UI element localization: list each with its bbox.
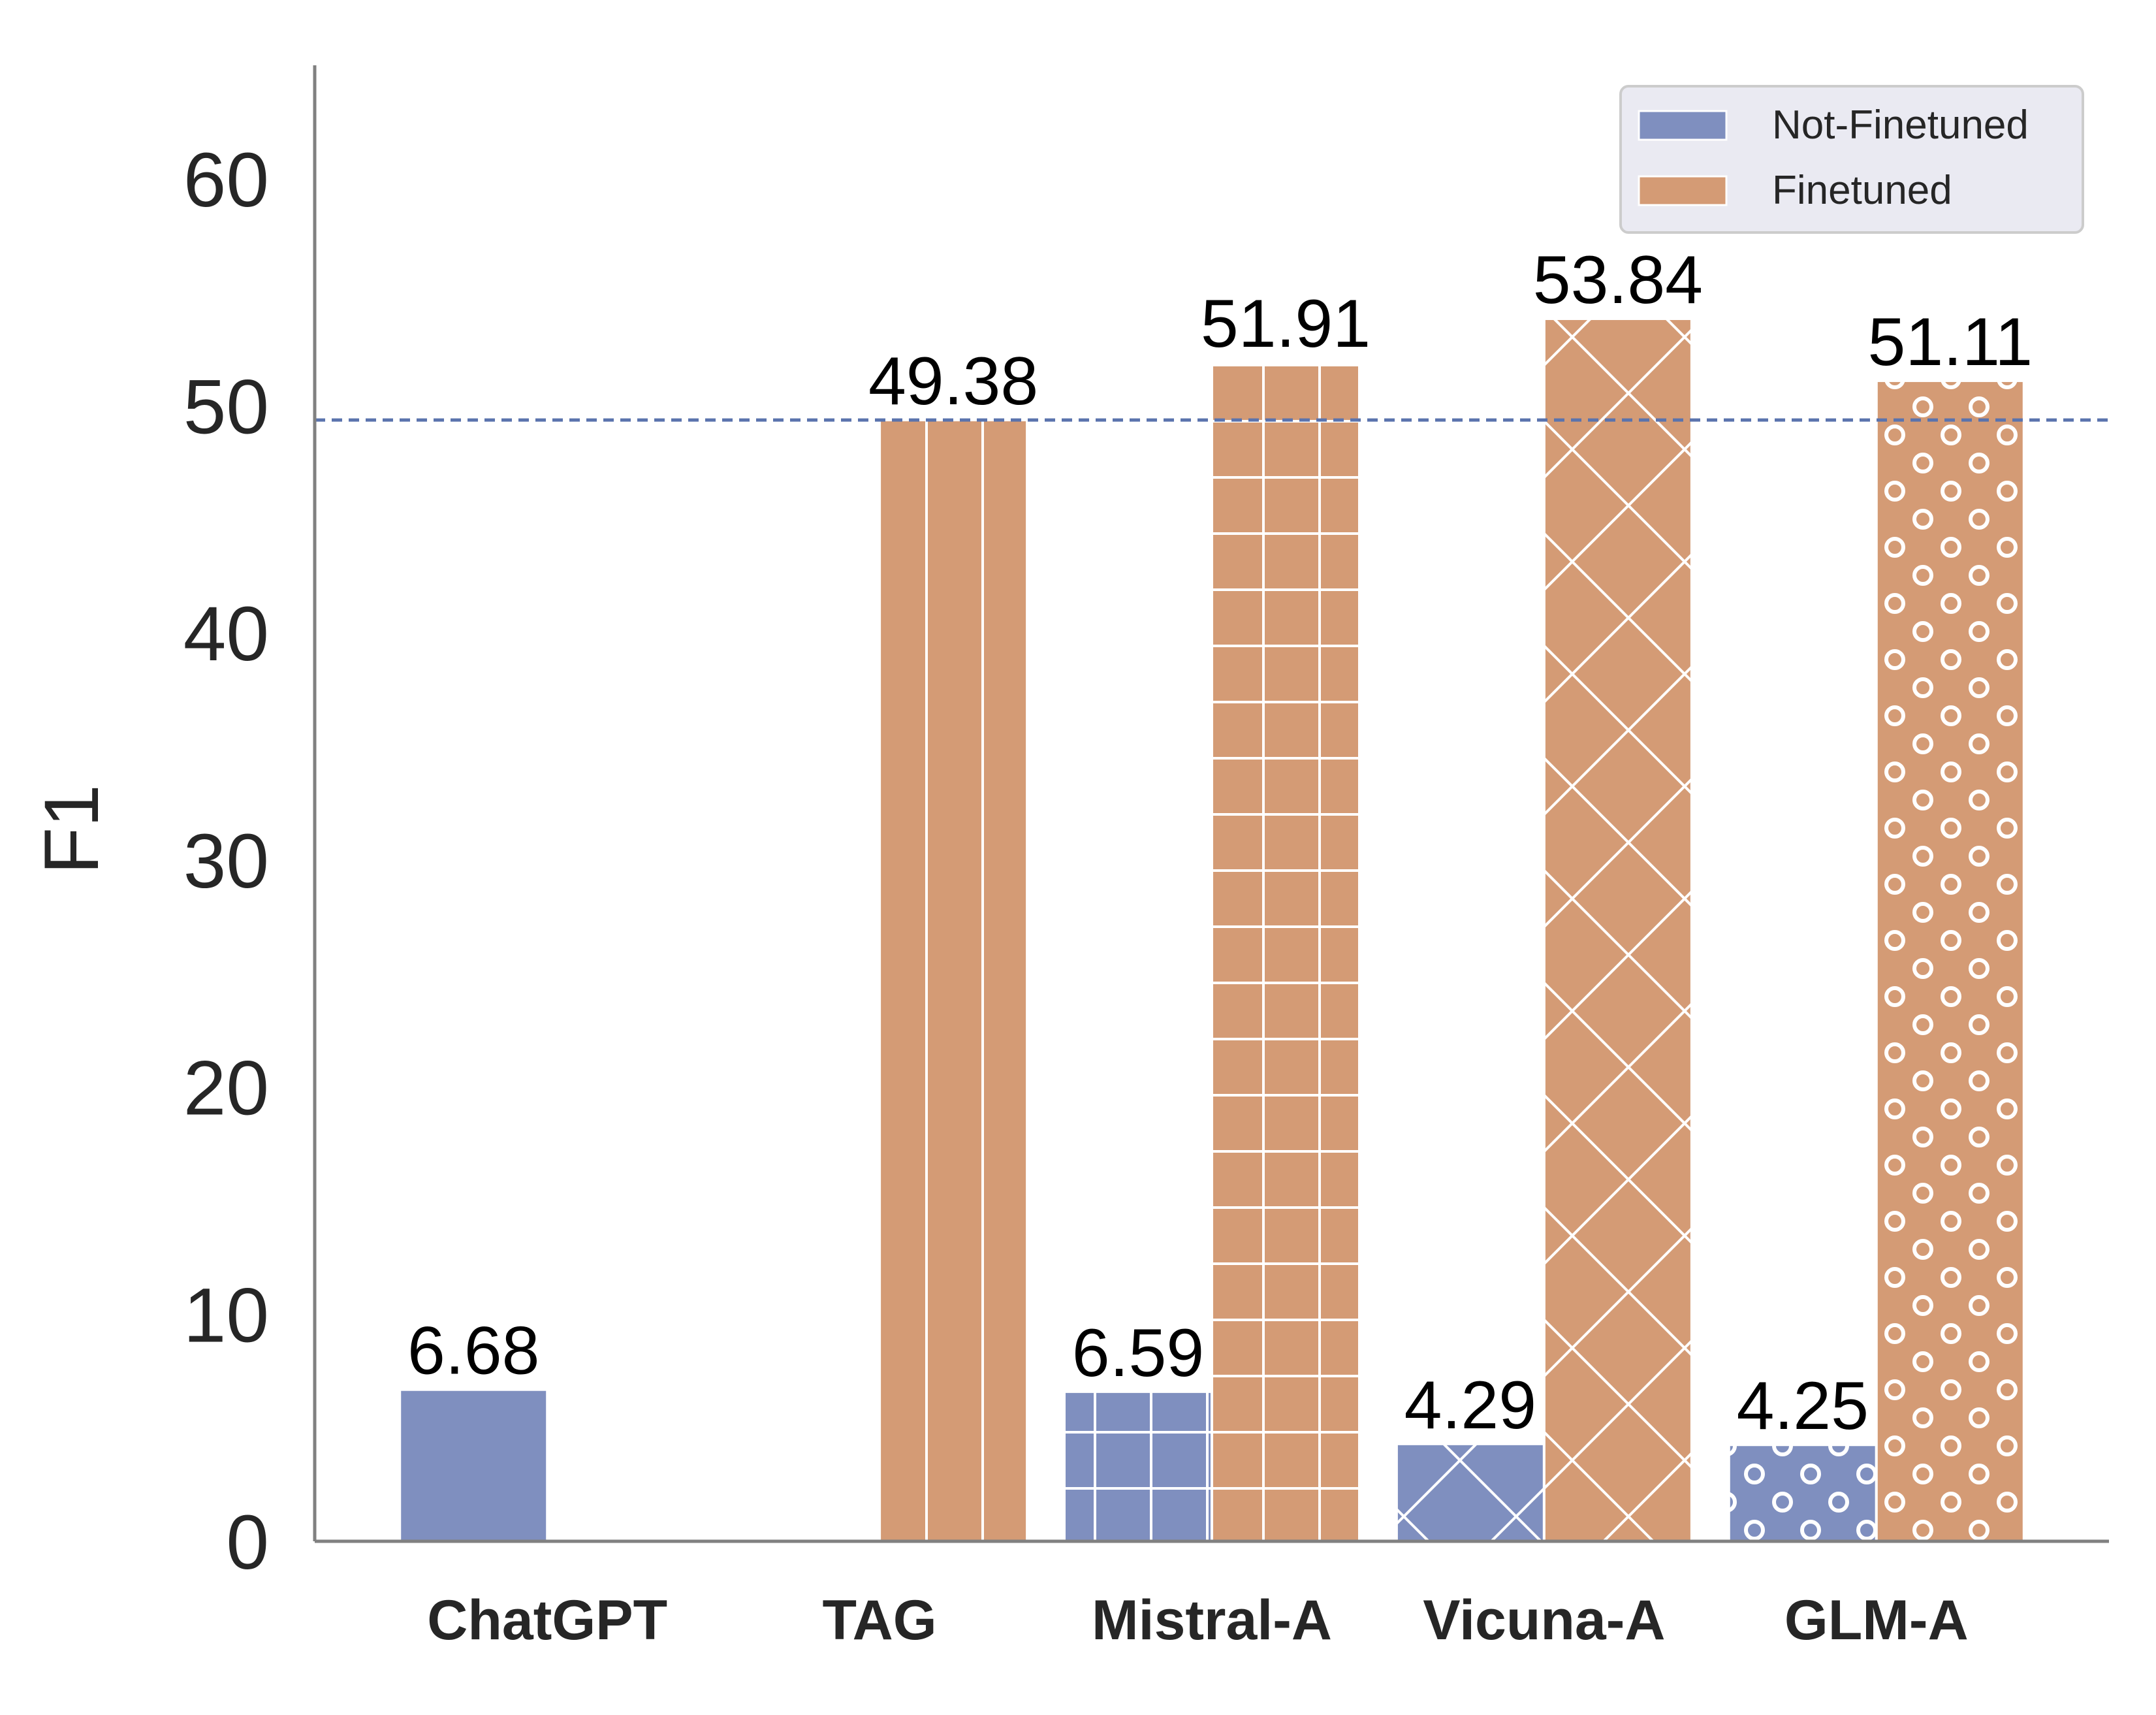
data-label: 4.25: [1737, 1368, 1869, 1444]
bar-hatch-pattern: [880, 420, 1028, 1541]
x-axis-ticks: ChatGPT TAG Mistral-A Vicuna-A GLM-A: [427, 1589, 1968, 1652]
x-tick-label: ChatGPT: [427, 1589, 667, 1652]
bar-hatch-pattern: [1064, 1391, 1212, 1541]
legend-label: Not-Finetuned: [1772, 103, 2029, 148]
bar-hatch-pattern: [1544, 319, 1692, 1541]
data-label: 53.84: [1533, 242, 1703, 318]
legend: Not-Finetuned Finetuned: [1619, 85, 2084, 234]
legend-swatch: [1638, 175, 1728, 206]
data-labels: 6.68 49.38 6.59 51.91 4.29 53.84 4.25 51.11: [407, 242, 2033, 1444]
data-label: 6.68: [407, 1313, 539, 1389]
y-tick-label: 50: [183, 364, 269, 451]
axes: [313, 65, 2109, 1543]
y-tick-label: 60: [183, 137, 269, 223]
y-axis-ticks: 0 10 20 30 40 50 60: [183, 137, 269, 1586]
bar-hatch-pattern: [1728, 1445, 1877, 1541]
data-label: 51.91: [1201, 286, 1371, 362]
x-tick-label: TAG: [823, 1589, 937, 1652]
legend-swatch: [1638, 110, 1728, 141]
data-label: 6.59: [1072, 1315, 1204, 1391]
y-axis-label: F1: [29, 784, 115, 874]
y-tick-label: 40: [183, 591, 269, 677]
bar-hatch-pattern: [1212, 362, 1359, 1542]
data-label: 49.38: [868, 344, 1038, 419]
bars: [398, 317, 2025, 1543]
x-tick-label: GLM-A: [1784, 1589, 1969, 1652]
y-tick-label: 10: [183, 1272, 269, 1358]
bar-hatch-pattern: [1396, 1443, 1544, 1541]
y-tick-label: 30: [183, 818, 269, 905]
y-tick-label: 20: [183, 1046, 269, 1132]
bar-not-finetuned-chatgpt: [398, 1388, 549, 1543]
data-label: 51.11: [1868, 304, 2033, 380]
legend-frame: [1619, 85, 2084, 234]
x-tick-label: Vicuna-A: [1423, 1589, 1665, 1652]
x-tick-label: Mistral-A: [1092, 1589, 1332, 1652]
data-label: 4.29: [1404, 1368, 1536, 1443]
y-tick-label: 0: [226, 1499, 269, 1586]
bar-hatch-pattern: [1876, 380, 2024, 1542]
legend-label: Finetuned: [1772, 168, 1952, 213]
